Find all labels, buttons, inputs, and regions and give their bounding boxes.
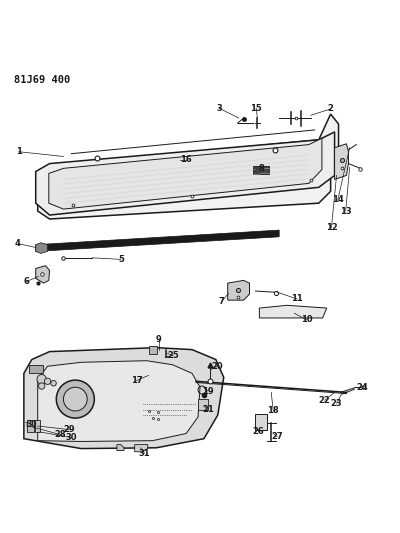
Text: 9: 9 (156, 335, 162, 344)
Text: 30: 30 (27, 419, 37, 429)
Circle shape (64, 387, 87, 411)
Text: 6: 6 (24, 277, 30, 286)
Text: 17: 17 (131, 376, 142, 385)
Text: 24: 24 (356, 383, 368, 392)
Text: 2: 2 (328, 104, 334, 114)
Circle shape (51, 381, 56, 386)
Bar (255, 414, 266, 430)
Text: 3: 3 (216, 103, 222, 112)
Polygon shape (36, 266, 50, 283)
Polygon shape (259, 305, 327, 318)
Circle shape (38, 383, 45, 389)
Circle shape (56, 380, 94, 418)
Polygon shape (49, 138, 322, 209)
Circle shape (44, 378, 51, 384)
Text: 7: 7 (219, 297, 225, 306)
Text: 23: 23 (331, 399, 342, 408)
Bar (198, 399, 208, 410)
Polygon shape (24, 348, 224, 449)
Text: T: T (24, 422, 28, 428)
Text: 20: 20 (211, 362, 223, 371)
Text: 22: 22 (319, 396, 330, 405)
Polygon shape (334, 144, 348, 180)
Text: 10: 10 (301, 316, 313, 325)
Text: 4: 4 (15, 239, 21, 248)
Text: 25: 25 (167, 351, 179, 360)
Polygon shape (36, 230, 279, 252)
Text: 5: 5 (118, 255, 124, 264)
Circle shape (37, 375, 46, 384)
Text: 26: 26 (253, 427, 264, 437)
Polygon shape (117, 445, 124, 450)
Text: 8: 8 (258, 164, 264, 173)
Text: 1: 1 (16, 147, 22, 156)
Text: 29: 29 (64, 425, 75, 434)
Text: 81J69 400: 81J69 400 (14, 75, 70, 85)
Text: 11: 11 (291, 294, 303, 303)
Bar (148, 346, 157, 353)
Bar (34, 420, 40, 432)
Text: 27: 27 (271, 432, 283, 441)
Text: 18: 18 (268, 407, 279, 416)
Text: 12: 12 (326, 223, 337, 232)
Bar (29, 365, 43, 374)
Text: 19: 19 (202, 386, 214, 395)
Polygon shape (36, 132, 334, 215)
Text: 30: 30 (66, 433, 77, 442)
Polygon shape (228, 280, 250, 300)
Bar (254, 166, 269, 174)
Polygon shape (36, 243, 48, 253)
Text: 14: 14 (332, 196, 344, 205)
Polygon shape (38, 114, 338, 219)
Text: 16: 16 (180, 155, 192, 164)
Polygon shape (38, 361, 200, 441)
Text: 13: 13 (340, 207, 352, 215)
Text: 21: 21 (202, 405, 214, 414)
Text: 28: 28 (55, 430, 66, 439)
Polygon shape (135, 445, 148, 452)
Text: 31: 31 (139, 449, 150, 458)
Bar (27, 420, 34, 432)
Text: 15: 15 (250, 103, 262, 112)
